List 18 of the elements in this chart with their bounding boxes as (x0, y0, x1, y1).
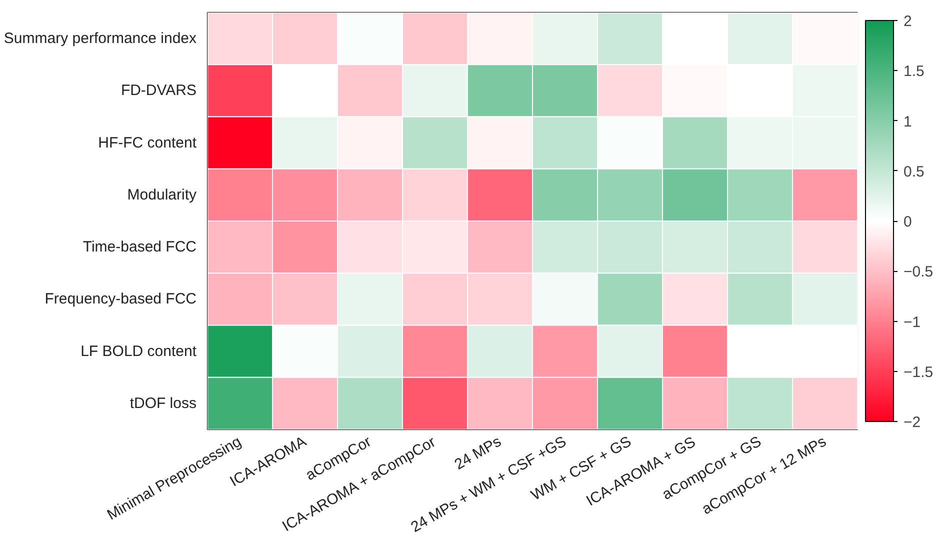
color-bar-label: −1.5 (904, 364, 934, 381)
color-bar-label: −2 (904, 414, 921, 431)
color-bar-label: 2 (904, 13, 912, 30)
x-tick-label: 24 MPs (452, 433, 504, 474)
color-bar-label: −0.5 (904, 264, 934, 281)
color-bar-label: 1 (904, 113, 912, 130)
color-bar-label: −1 (904, 314, 921, 331)
y-tick-label: HF-FC content (98, 134, 198, 152)
color-bar-label: 1.5 (904, 63, 924, 80)
y-tick-label: tDOF loss (130, 394, 197, 412)
y-tick-label: LF BOLD content (80, 342, 198, 360)
y-tick-label: Summary performance index (4, 30, 197, 48)
color-bar-label: 0 (904, 214, 912, 230)
y-tick-label: Modularity (127, 186, 197, 204)
y-tick-label: Frequency-based FCC (44, 290, 197, 308)
y-tick-label: FD-DVARS (120, 82, 197, 100)
y-tick-label: Time-based FCC (82, 238, 197, 256)
color-bar-label: 0.5 (904, 163, 924, 180)
